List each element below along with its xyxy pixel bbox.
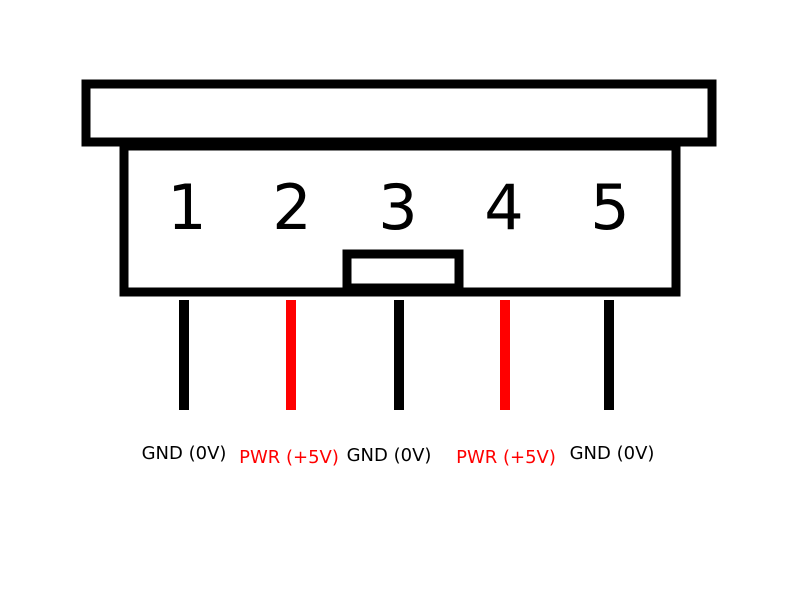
pin-1-label: GND (0V) [142, 443, 227, 464]
pin-5-label: GND (0V) [570, 443, 655, 464]
connector-flange [81, 79, 717, 147]
pin-3: 3 GND (0V) [347, 171, 432, 466]
pin-1: 1 GND (0V) [142, 171, 227, 464]
pin-3-number: 3 [378, 171, 417, 244]
pin-4-label: PWR (+5V) [456, 447, 556, 468]
pin-4: 4 PWR (+5V) [456, 171, 556, 468]
pin-2-label: PWR (+5V) [239, 447, 339, 468]
pin-2-number: 2 [272, 171, 311, 244]
pin-4-number: 4 [484, 171, 523, 244]
connector-key-notch [342, 249, 464, 293]
pin-1-number: 1 [167, 171, 206, 244]
pin-5-number: 5 [590, 171, 629, 244]
pin-5: 5 GND (0V) [570, 171, 655, 464]
pin-2: 2 PWR (+5V) [239, 171, 339, 468]
pin-3-label: GND (0V) [347, 445, 432, 466]
